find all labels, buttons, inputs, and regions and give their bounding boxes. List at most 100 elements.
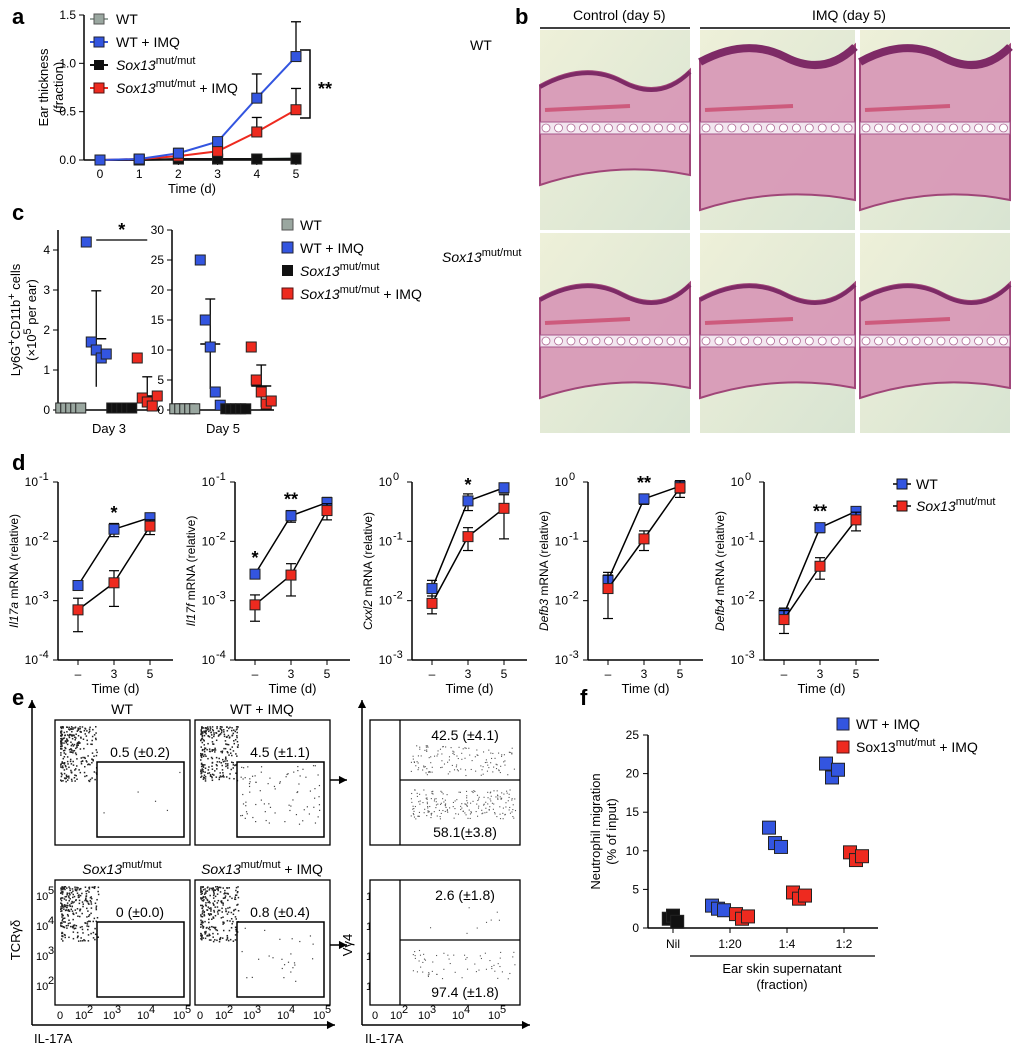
- e-xtick-exp: 3: [115, 1004, 121, 1016]
- flow-dot: [76, 892, 79, 894]
- a-xtick-label: 0: [97, 167, 104, 181]
- d-point-mut-4-2: [850, 514, 862, 526]
- flow-dot: [72, 890, 74, 892]
- a-ylabel: Ear thickness(fraction): [36, 48, 66, 127]
- flow-dot: [216, 761, 219, 763]
- flow-dot: [427, 807, 429, 809]
- flow-dot: [208, 927, 210, 930]
- flow-dot: [417, 769, 419, 771]
- flow-dot: [228, 929, 231, 932]
- flow-dot: [447, 954, 449, 956]
- flow-dot: [213, 900, 216, 902]
- flow-dot: [90, 743, 92, 745]
- flow-dot: [66, 760, 69, 763]
- flow-dot: [209, 726, 211, 728]
- flow-dot: [215, 776, 218, 778]
- d-line-mut-2: [431, 507, 505, 604]
- flow-dot: [60, 910, 62, 913]
- flow-dot: [426, 797, 428, 799]
- flow-dot: [72, 745, 75, 747]
- flow-dot: [431, 791, 433, 793]
- flow-dot: [208, 935, 210, 937]
- e-title-1: WT + IMQ: [230, 701, 294, 717]
- flow-dot: [61, 914, 63, 916]
- flow-dot: [427, 811, 429, 813]
- flow-dot: [236, 728, 238, 730]
- flow-dot: [88, 730, 91, 732]
- flow-dot: [97, 893, 100, 896]
- e-y-arrow2-head: [357, 700, 367, 709]
- flow-dot: [166, 809, 169, 812]
- cartilage-cell: [874, 336, 883, 346]
- a-point-1-0: [94, 154, 106, 166]
- flow-dot: [212, 730, 215, 732]
- flow-dot: [222, 923, 224, 925]
- flow-dot: [90, 896, 92, 898]
- flow-dot: [494, 812, 496, 814]
- flow-dot: [213, 891, 215, 894]
- d-point-mut-1-1: [285, 569, 297, 581]
- flow-dot: [211, 925, 213, 928]
- histology-image-5: [699, 233, 857, 433]
- svg-text:WT + IMQ: WT + IMQ: [856, 716, 920, 732]
- flow-dot: [234, 894, 237, 896]
- flow-dot: [214, 747, 216, 750]
- flow-dot: [448, 759, 450, 761]
- flow-dot: [317, 774, 319, 776]
- flow-dot: [203, 774, 206, 777]
- flow-dot: [212, 743, 214, 745]
- d-ytick-label: 10: [202, 594, 216, 608]
- flow-dot: [461, 752, 463, 754]
- flow-dot: [202, 937, 204, 939]
- flow-dot: [286, 773, 288, 776]
- flow-dot: [507, 978, 509, 980]
- flow-dot: [64, 753, 67, 755]
- flow-dot: [513, 768, 515, 770]
- flow-dot: [81, 892, 83, 895]
- flow-dot: [66, 731, 68, 733]
- d-ytick-exp: -3: [393, 649, 403, 661]
- flow-dot: [200, 753, 203, 756]
- flow-dot: [205, 729, 207, 732]
- flow-dot: [412, 805, 414, 807]
- flow-dot: [499, 813, 501, 815]
- flow-dot: [299, 775, 301, 777]
- flow-dot: [513, 817, 515, 819]
- a-point-2-4: [251, 153, 263, 165]
- flow-dot: [60, 745, 62, 748]
- flow-dot: [201, 731, 203, 734]
- legend-d-wt: WT: [893, 476, 938, 492]
- flow-dot: [414, 951, 416, 953]
- flow-dot: [205, 905, 207, 907]
- flow-dot: [419, 746, 421, 748]
- flow-dot: [498, 770, 500, 772]
- flow-dot: [216, 893, 219, 895]
- flow-dot: [504, 764, 506, 766]
- cartilage-cell: [830, 123, 840, 133]
- flow-dot: [413, 761, 415, 763]
- flow-dot: [222, 902, 224, 904]
- flow-dot: [225, 908, 227, 910]
- flow-dot: [60, 754, 62, 756]
- flow-dot: [496, 764, 498, 766]
- legend-d-mut: Sox13mut/mut: [893, 496, 995, 514]
- flow-dot: [244, 777, 246, 779]
- cartilage-cell: [604, 123, 613, 133]
- cartilage-cell: [629, 336, 638, 346]
- flow-dot: [227, 907, 229, 909]
- flow-dot: [491, 757, 493, 760]
- cartilage-cell: [766, 123, 775, 133]
- flow-dot: [227, 899, 229, 902]
- flow-dot: [80, 761, 83, 763]
- flow-dot: [480, 774, 482, 776]
- flow-dot: [222, 760, 225, 763]
- flow-dot: [70, 748, 72, 750]
- flow-dot: [200, 739, 202, 742]
- muscle: [704, 104, 794, 112]
- flow-dot: [87, 902, 90, 905]
- flow-dot: [487, 803, 489, 805]
- flow-dot: [235, 726, 238, 728]
- e-gate-arrow-2-head: [338, 940, 347, 950]
- flow-quadrant-0: 42.5 (±4.1)58.1(±3.8): [369, 719, 521, 846]
- flow-dot: [457, 757, 459, 760]
